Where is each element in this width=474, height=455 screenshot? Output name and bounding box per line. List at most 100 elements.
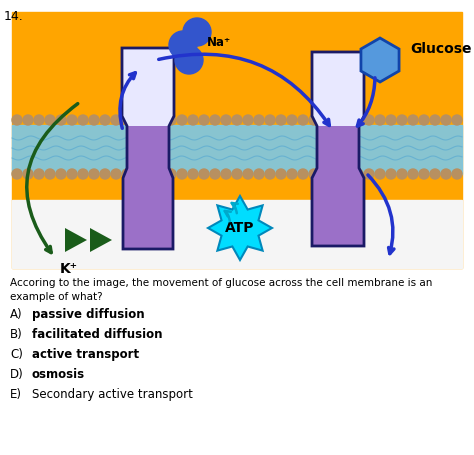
Circle shape — [408, 115, 418, 125]
Circle shape — [276, 169, 286, 179]
Circle shape — [183, 18, 211, 46]
Circle shape — [386, 169, 396, 179]
Circle shape — [441, 115, 451, 125]
Text: passive diffusion: passive diffusion — [32, 308, 145, 321]
Circle shape — [175, 46, 203, 74]
Circle shape — [144, 115, 154, 125]
Text: C): C) — [10, 348, 23, 361]
Circle shape — [188, 115, 198, 125]
Circle shape — [375, 115, 385, 125]
Bar — [12, 125, 462, 174]
Circle shape — [133, 115, 143, 125]
Text: facilitated diffusion: facilitated diffusion — [32, 328, 163, 341]
Circle shape — [342, 169, 352, 179]
Circle shape — [397, 115, 407, 125]
Circle shape — [298, 169, 308, 179]
Circle shape — [452, 115, 462, 125]
Circle shape — [243, 115, 253, 125]
Circle shape — [254, 115, 264, 125]
Circle shape — [287, 169, 297, 179]
Circle shape — [232, 115, 242, 125]
Circle shape — [430, 115, 440, 125]
Circle shape — [309, 169, 319, 179]
Circle shape — [287, 115, 297, 125]
Text: ATP: ATP — [225, 221, 255, 235]
Circle shape — [265, 169, 275, 179]
Circle shape — [265, 115, 275, 125]
Polygon shape — [90, 228, 112, 252]
Circle shape — [452, 169, 462, 179]
Circle shape — [155, 169, 165, 179]
Text: A): A) — [10, 308, 23, 321]
Bar — [12, 12, 462, 268]
Text: Accoring to the image, the movement of glucose across the cell membrane is an
ex: Accoring to the image, the movement of g… — [10, 278, 432, 302]
Circle shape — [353, 169, 363, 179]
Text: 14.: 14. — [4, 10, 24, 23]
Circle shape — [56, 115, 66, 125]
Circle shape — [298, 115, 308, 125]
Circle shape — [122, 169, 132, 179]
Text: D): D) — [10, 368, 24, 381]
Circle shape — [23, 169, 33, 179]
Circle shape — [177, 115, 187, 125]
Circle shape — [397, 169, 407, 179]
Circle shape — [342, 115, 352, 125]
Text: B): B) — [10, 328, 23, 341]
Circle shape — [430, 169, 440, 179]
Circle shape — [45, 115, 55, 125]
Circle shape — [375, 169, 385, 179]
Circle shape — [309, 115, 319, 125]
Polygon shape — [361, 38, 399, 82]
Circle shape — [221, 115, 231, 125]
Text: K⁺: K⁺ — [60, 262, 78, 276]
Circle shape — [169, 31, 197, 59]
Circle shape — [12, 115, 22, 125]
Circle shape — [89, 115, 99, 125]
Circle shape — [78, 169, 88, 179]
Polygon shape — [122, 48, 174, 249]
Circle shape — [276, 115, 286, 125]
Circle shape — [89, 169, 99, 179]
Circle shape — [199, 115, 209, 125]
Circle shape — [408, 169, 418, 179]
Text: Glucose: Glucose — [410, 42, 472, 56]
Circle shape — [34, 115, 44, 125]
Polygon shape — [123, 126, 173, 249]
Circle shape — [199, 169, 209, 179]
Circle shape — [56, 169, 66, 179]
Circle shape — [177, 169, 187, 179]
Circle shape — [23, 115, 33, 125]
Circle shape — [419, 169, 429, 179]
Circle shape — [67, 115, 77, 125]
Circle shape — [100, 169, 110, 179]
Circle shape — [243, 169, 253, 179]
Circle shape — [320, 169, 330, 179]
Text: E): E) — [10, 388, 22, 401]
Circle shape — [100, 115, 110, 125]
Polygon shape — [312, 126, 364, 246]
Circle shape — [12, 169, 22, 179]
Text: Secondary active transport: Secondary active transport — [32, 388, 193, 401]
Circle shape — [353, 115, 363, 125]
Circle shape — [166, 115, 176, 125]
Bar — [12, 200, 462, 268]
Circle shape — [419, 115, 429, 125]
Circle shape — [254, 169, 264, 179]
Circle shape — [166, 169, 176, 179]
Circle shape — [364, 169, 374, 179]
Text: osmosis: osmosis — [32, 368, 85, 381]
Polygon shape — [312, 52, 364, 246]
Circle shape — [78, 115, 88, 125]
Circle shape — [331, 115, 341, 125]
Circle shape — [67, 169, 77, 179]
Circle shape — [210, 169, 220, 179]
Circle shape — [386, 115, 396, 125]
Circle shape — [34, 169, 44, 179]
Circle shape — [320, 115, 330, 125]
Circle shape — [45, 169, 55, 179]
Circle shape — [144, 169, 154, 179]
Circle shape — [122, 115, 132, 125]
Circle shape — [111, 115, 121, 125]
Circle shape — [155, 115, 165, 125]
Circle shape — [133, 169, 143, 179]
